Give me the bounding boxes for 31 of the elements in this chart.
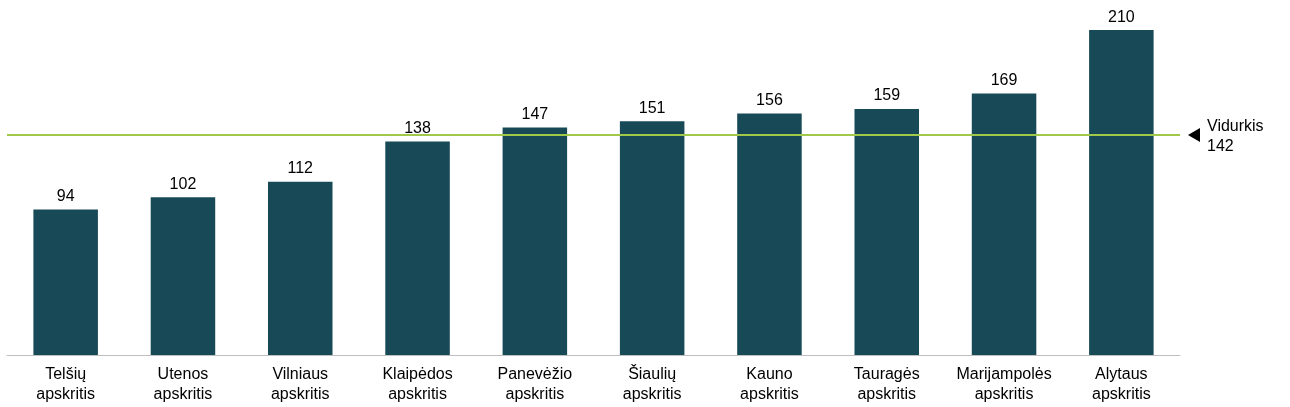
data-label: 151	[638, 98, 666, 116]
bar	[1089, 30, 1154, 355]
data-label: 102	[169, 174, 197, 192]
x-tick-label: Alytaus apskritis	[1092, 364, 1151, 402]
bar	[854, 108, 920, 355]
x-tick-label: Vilniaus apskritis	[270, 364, 330, 402]
x-tick-label: Klaipėdos apskritis	[382, 364, 453, 402]
ref-line-label: Vidurkis 142	[1207, 116, 1264, 154]
x-tick-label: Šiaulių apskritis	[622, 363, 682, 402]
bar	[33, 209, 98, 355]
x-tick-label: Tauragės apskritis	[853, 364, 920, 402]
bar	[971, 93, 1037, 355]
x-tick-label: Utenos apskritis	[153, 364, 213, 402]
data-label: 156	[756, 91, 783, 109]
data-label: 147	[521, 105, 549, 122]
data-label: 159	[873, 86, 901, 104]
bar	[619, 121, 685, 355]
bar	[737, 113, 802, 355]
data-label: 210	[1108, 7, 1135, 25]
x-tick-label: Kauno apskritis	[740, 364, 799, 402]
bar	[502, 127, 568, 355]
x-tick-label: Marijampolės apskritis	[956, 364, 1052, 402]
bar	[150, 197, 216, 355]
data-label: 169	[990, 70, 1018, 88]
data-label: 94	[56, 187, 75, 205]
data-label: 112	[287, 159, 314, 177]
data-label: 138	[404, 118, 431, 136]
bar	[267, 181, 333, 355]
bar	[385, 141, 450, 355]
x-tick-label: Panevėžio apskritis	[497, 364, 573, 402]
x-tick-label: Telšių apskritis	[36, 364, 95, 402]
